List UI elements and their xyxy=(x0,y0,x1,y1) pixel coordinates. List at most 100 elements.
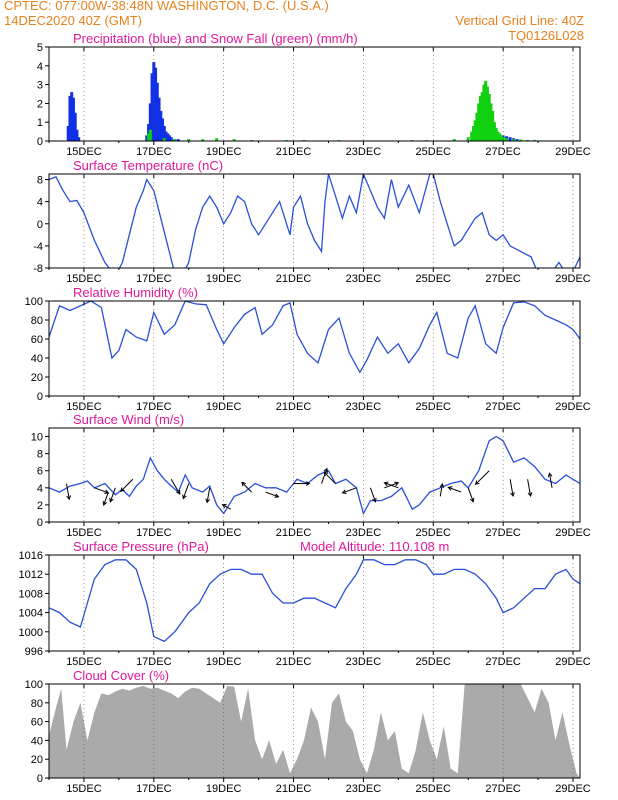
precip-bar xyxy=(484,80,488,141)
wind-xtick-label: 21DEC xyxy=(276,527,312,539)
precip-ytick-label: 3 xyxy=(37,80,43,92)
wind-panel: Surface Wind (m/s) 0 2 4 6 8 10 15DEC 17DEC 19DEC… xyxy=(31,412,591,539)
wind-wind-arrow xyxy=(341,487,357,494)
rh-xtick-label: 17DEC xyxy=(136,401,172,413)
rh-line xyxy=(49,301,580,374)
wind-xtick-label: 27DEC xyxy=(485,527,521,539)
precip-bar xyxy=(168,135,172,141)
precip-ytick-label: 4 xyxy=(37,61,43,73)
precip-bar xyxy=(215,138,219,141)
rh-xtick-label: 21DEC xyxy=(276,401,312,413)
temp-ytick-label: 4 xyxy=(37,197,43,209)
temp-xtick-label: 21DEC xyxy=(276,273,312,285)
header-code: TQ0126L028 xyxy=(508,28,584,43)
wind-wind-arrow xyxy=(241,481,252,493)
wind-wind-arrow xyxy=(467,487,475,503)
precip-bar xyxy=(508,137,512,141)
wind-ytick-label: 0 xyxy=(37,517,43,529)
precip-xtick-label: 21DEC xyxy=(276,146,312,158)
pres-xtick-label: 21DEC xyxy=(276,656,312,668)
cloud-ytick-label: 100 xyxy=(25,679,43,691)
precip-title: Precipitation (blue) and Snow Fall (gree… xyxy=(73,31,358,46)
wind-line xyxy=(49,435,580,516)
wind-wind-arrow xyxy=(527,479,533,498)
pres-ytick-label: 1016 xyxy=(19,550,43,562)
precip-bar xyxy=(499,135,503,141)
rh-xtick-label: 27DEC xyxy=(485,401,521,413)
precip-bar xyxy=(70,92,74,141)
rh-xtick-label: 25DEC xyxy=(416,401,452,413)
precip-bar xyxy=(75,129,79,141)
wind-wind-arrow xyxy=(321,467,329,484)
rh-xtick-label: 23DEC xyxy=(346,401,382,413)
precip-xtick-label: 27DEC xyxy=(485,146,521,158)
pres-subtitle: Model Altitude: 110.108 m xyxy=(300,539,449,554)
pres-xtick-label: 27DEC xyxy=(485,656,521,668)
precip-bar xyxy=(519,139,523,141)
precip-bar xyxy=(169,137,173,141)
precip-panel: Precipitation (blue) and Snow Fall (gree… xyxy=(37,31,591,158)
wind-wind-arrow xyxy=(65,483,71,501)
rh-frame xyxy=(48,300,581,397)
precip-bar xyxy=(475,112,479,141)
cloud-xtick-label: 21DEC xyxy=(276,783,312,795)
precip-bar xyxy=(487,94,491,141)
precip-bar xyxy=(154,67,158,141)
wind-wind-arrow xyxy=(293,481,311,486)
pres-xtick-label: 23DEC xyxy=(346,656,382,668)
wind-wind-arrow xyxy=(447,486,462,493)
wind-wind-arrow xyxy=(120,478,134,493)
wind-title: Surface Wind (m/s) xyxy=(73,412,184,427)
pres-xtick-label: 29DEC xyxy=(555,656,591,668)
precip-xtick-label: 15DEC xyxy=(66,146,102,158)
precip-bar xyxy=(478,95,482,141)
precip-bar xyxy=(492,122,496,141)
wind-ytick-label: 8 xyxy=(37,449,43,461)
pres-ytick-label: 1000 xyxy=(19,627,43,639)
pres-ytick-label: 1012 xyxy=(19,569,43,581)
precip-bar xyxy=(147,124,151,141)
wind-wind-arrow xyxy=(323,471,336,484)
pres-xtick-label: 15DEC xyxy=(66,656,102,668)
precip-bar xyxy=(201,139,205,141)
temp-panel: Surface Temperature (nC) -8 -4 0 4 8 15DEC 17DE… xyxy=(33,158,591,285)
precip-ytick-label: 0 xyxy=(37,136,43,148)
precip-bar xyxy=(66,125,70,141)
precip-bar xyxy=(157,97,161,141)
precip-bar xyxy=(232,139,236,141)
wind-ytick-label: 6 xyxy=(37,466,43,478)
cloud-xtick-label: 27DEC xyxy=(485,783,521,795)
precip-bar xyxy=(505,138,509,141)
wind-wind-arrow xyxy=(221,504,231,510)
rh-ytick-label: 80 xyxy=(31,315,43,327)
pres-panel: Surface Pressure (hPa) Model Altitude: 11… xyxy=(19,539,591,668)
temp-xtick-label: 25DEC xyxy=(416,273,452,285)
wind-xtick-label: 29DEC xyxy=(555,527,591,539)
pres-data xyxy=(49,559,580,643)
precip-bar xyxy=(498,133,502,141)
rh-ytick-label: 60 xyxy=(31,334,43,346)
pres-ytick-label: 1008 xyxy=(19,588,43,600)
pres-title: Surface Pressure (hPa) xyxy=(73,539,209,554)
precip-bar xyxy=(173,139,177,141)
cloud-xtick-label: 15DEC xyxy=(66,783,102,795)
temp-ytick-label: -8 xyxy=(33,263,43,275)
rh-panel: Relative Humidity (%) 0 20 40 60 80 100 15DEC 17… xyxy=(25,285,591,413)
cloud-xtick-label: 25DEC xyxy=(416,783,452,795)
temp-title: Surface Temperature (nC) xyxy=(73,158,223,173)
panels: Precipitation (blue) and Snow Fall (gree… xyxy=(19,31,591,795)
wind-xtick-label: 19DEC xyxy=(206,527,242,539)
precip-bar xyxy=(176,139,180,141)
rh-ytick-label: 100 xyxy=(25,296,43,308)
precip-ytick-label: 5 xyxy=(37,42,43,54)
temp-xtick-label: 27DEC xyxy=(485,273,521,285)
precip-bar xyxy=(473,120,477,141)
rh-title: Relative Humidity (%) xyxy=(73,285,198,300)
precip-bar xyxy=(77,137,81,141)
temp-xtick-label: 19DEC xyxy=(206,273,242,285)
precip-bar xyxy=(68,95,72,141)
precip-xtick-label: 17DEC xyxy=(136,146,172,158)
temp-ytick-label: 8 xyxy=(37,175,43,187)
precip-ytick-label: 2 xyxy=(37,98,43,110)
